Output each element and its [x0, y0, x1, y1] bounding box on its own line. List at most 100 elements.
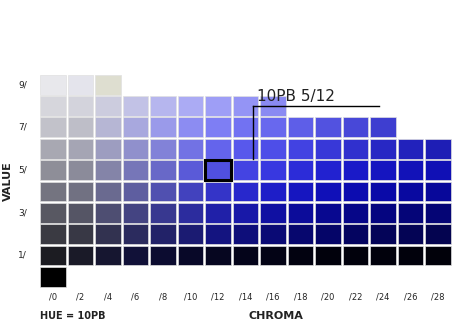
- Bar: [68, 139, 93, 159]
- Bar: [233, 182, 258, 201]
- Bar: [40, 203, 66, 223]
- Bar: [40, 246, 66, 265]
- Text: /0: /0: [49, 292, 57, 301]
- Bar: [150, 246, 176, 265]
- Bar: [288, 117, 313, 137]
- Text: /2: /2: [76, 292, 85, 301]
- Bar: [40, 224, 66, 244]
- Bar: [123, 96, 148, 116]
- Bar: [370, 203, 395, 223]
- Bar: [233, 96, 258, 116]
- Bar: [288, 224, 313, 244]
- Bar: [260, 224, 286, 244]
- Text: CHROMA: CHROMA: [249, 312, 303, 321]
- Bar: [150, 96, 176, 116]
- Bar: [178, 117, 203, 137]
- Bar: [205, 160, 231, 180]
- Text: /10: /10: [184, 292, 197, 301]
- Bar: [95, 224, 121, 244]
- Bar: [205, 182, 231, 201]
- Bar: [370, 160, 395, 180]
- Bar: [343, 203, 368, 223]
- Bar: [425, 139, 450, 159]
- Bar: [178, 224, 203, 244]
- Bar: [260, 160, 286, 180]
- Bar: [40, 267, 66, 287]
- Text: /20: /20: [321, 292, 334, 301]
- Bar: [315, 182, 340, 201]
- Text: /4: /4: [104, 292, 112, 301]
- Bar: [260, 139, 286, 159]
- Text: /6: /6: [131, 292, 140, 301]
- Bar: [40, 117, 66, 137]
- Bar: [95, 160, 121, 180]
- Bar: [150, 160, 176, 180]
- Bar: [343, 224, 368, 244]
- Bar: [178, 160, 203, 180]
- Bar: [123, 182, 148, 201]
- Bar: [233, 246, 258, 265]
- Text: 9/: 9/: [18, 80, 27, 89]
- Bar: [95, 203, 121, 223]
- Text: /28: /28: [431, 292, 444, 301]
- Bar: [370, 224, 395, 244]
- Bar: [260, 203, 286, 223]
- Bar: [123, 160, 148, 180]
- Bar: [425, 224, 450, 244]
- Text: /26: /26: [404, 292, 417, 301]
- Bar: [150, 182, 176, 201]
- Bar: [315, 117, 340, 137]
- Text: VALUE: VALUE: [3, 161, 13, 201]
- Bar: [288, 139, 313, 159]
- Bar: [40, 96, 66, 116]
- Bar: [260, 246, 286, 265]
- Bar: [233, 117, 258, 137]
- Text: 10PB 5/12: 10PB 5/12: [257, 89, 335, 104]
- Bar: [95, 117, 121, 137]
- Bar: [288, 203, 313, 223]
- Bar: [68, 246, 93, 265]
- Bar: [68, 203, 93, 223]
- Bar: [123, 117, 148, 137]
- Text: /22: /22: [349, 292, 362, 301]
- Bar: [315, 224, 340, 244]
- Bar: [398, 224, 423, 244]
- Bar: [398, 139, 423, 159]
- Text: /24: /24: [376, 292, 389, 301]
- Text: 5/: 5/: [18, 166, 27, 175]
- Bar: [205, 224, 231, 244]
- Bar: [370, 139, 395, 159]
- Bar: [178, 246, 203, 265]
- Bar: [370, 117, 395, 137]
- Bar: [233, 160, 258, 180]
- Bar: [178, 182, 203, 201]
- Bar: [178, 203, 203, 223]
- Bar: [68, 96, 93, 116]
- Bar: [178, 96, 203, 116]
- Text: 1/: 1/: [18, 251, 27, 260]
- Text: /14: /14: [239, 292, 252, 301]
- Bar: [343, 246, 368, 265]
- Bar: [68, 182, 93, 201]
- Bar: [68, 117, 93, 137]
- Bar: [95, 75, 121, 94]
- Bar: [315, 160, 340, 180]
- Bar: [398, 203, 423, 223]
- Text: /16: /16: [266, 292, 280, 301]
- Bar: [40, 75, 66, 94]
- Bar: [425, 160, 450, 180]
- Text: /18: /18: [294, 292, 307, 301]
- Text: HUE = 10PB: HUE = 10PB: [40, 312, 106, 321]
- Bar: [315, 139, 340, 159]
- Bar: [343, 139, 368, 159]
- Bar: [68, 160, 93, 180]
- Bar: [150, 117, 176, 137]
- Bar: [68, 224, 93, 244]
- Bar: [40, 160, 66, 180]
- Bar: [178, 139, 203, 159]
- Bar: [370, 182, 395, 201]
- Bar: [398, 182, 423, 201]
- Bar: [40, 182, 66, 201]
- Text: 7/: 7/: [18, 123, 27, 132]
- Bar: [288, 246, 313, 265]
